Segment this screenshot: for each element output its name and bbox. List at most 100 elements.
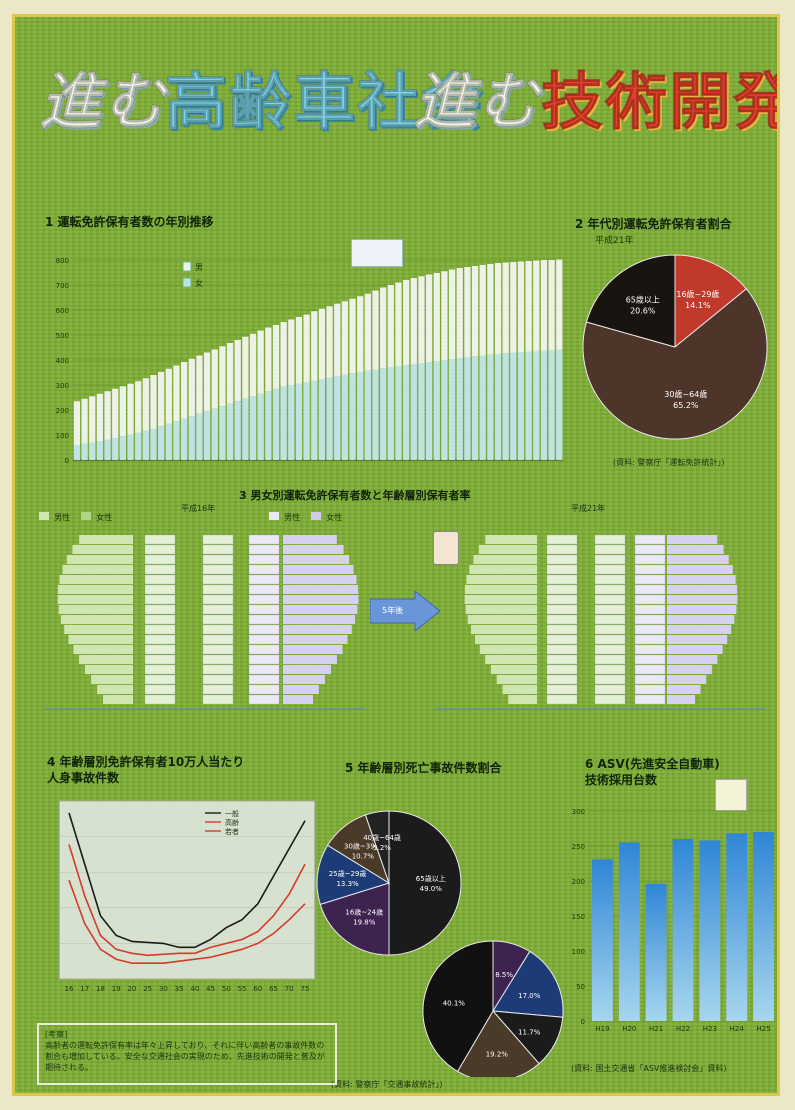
- pyramid-table-cell: [144, 604, 176, 615]
- pyramid-bar: [464, 585, 537, 594]
- chart1-bar-female: [112, 438, 119, 460]
- chart1-bar-male: [425, 274, 433, 362]
- chart1-bar-male: [188, 358, 195, 417]
- pyramid-table-cell: [594, 694, 626, 705]
- pie3-value: 11.7%: [518, 1028, 541, 1036]
- chart1-bar-male: [403, 280, 410, 365]
- pyramid-table-cell: [546, 614, 578, 625]
- chart4-xtick: 65: [269, 985, 278, 993]
- chart6-bar: [726, 833, 748, 1021]
- chart1-bar-female: [548, 350, 555, 460]
- pie1-svg: 16歳~29歳 14.1% 30歳~64歳 65.2% 65歳以上 20.6%: [582, 254, 768, 440]
- pyramid-table-cell: [594, 564, 626, 575]
- pyramid-bar: [466, 575, 537, 584]
- chart1-bar-male: [471, 266, 479, 357]
- pyramid-bar: [97, 685, 133, 694]
- legend-female-label: 女性: [96, 513, 113, 522]
- chart1-bar-female: [257, 393, 264, 460]
- pyramid-bar: [283, 635, 348, 644]
- pyramid-table-cell: [546, 574, 578, 585]
- pyramid-bar: [478, 545, 537, 554]
- chart1-bar-female: [441, 360, 448, 460]
- pyramid-table-cell: [202, 544, 234, 555]
- chart4-xtick: 45: [206, 985, 215, 993]
- chart1-bar-male: [150, 375, 157, 429]
- chart1-bar-female: [150, 428, 157, 460]
- pyramid-bar: [667, 685, 701, 694]
- pyramid-table-cell: [634, 674, 666, 685]
- chart1-ytick: 800: [56, 257, 69, 265]
- chart1-bar-male: [318, 308, 326, 379]
- chart1-bar-male: [96, 393, 104, 441]
- chart1-bar-male: [364, 293, 371, 371]
- pyramid-bar: [667, 555, 729, 564]
- chart1-bar-female: [326, 377, 333, 460]
- pyramid-bar: [667, 695, 695, 704]
- chart1-bar-female: [471, 356, 479, 460]
- pyramid-table-cell: [202, 624, 234, 635]
- pyramid-table-cell: [144, 654, 176, 665]
- section6-title-line2: 技術採用台数: [585, 773, 658, 787]
- pyramid-right-year: 平成21年: [571, 504, 606, 513]
- chart1-bar-female: [525, 351, 532, 460]
- pyramid-bar: [283, 555, 350, 564]
- chart1-bar-male: [464, 267, 471, 357]
- chart4-xtick: 30: [159, 985, 168, 993]
- chart1-bar-female: [180, 418, 188, 460]
- pyramid-table-cell: [546, 544, 578, 555]
- pyramid-bar: [283, 605, 358, 614]
- pyramid-bar: [667, 605, 737, 614]
- pyramid-table-cell: [634, 644, 666, 655]
- pyramid-bar: [283, 655, 337, 664]
- section5-title: 5 年齢層別死亡事故件数割合: [345, 761, 502, 775]
- pyramid-bar: [469, 565, 537, 574]
- pie1-slice: [585, 254, 676, 348]
- pyramid-bar: [68, 635, 133, 644]
- chart1-bar-male: [127, 383, 134, 435]
- chart1-bar-female: [433, 361, 440, 460]
- chart6-bar: [592, 859, 613, 1021]
- chart1-bar-female: [203, 411, 211, 460]
- legend-male-label-2: 男性: [284, 513, 301, 522]
- chart1-bar-male: [288, 319, 295, 385]
- chart1-bar-female: [142, 430, 149, 460]
- chart1-ytick: 0: [65, 457, 69, 465]
- pyramid-bar: [59, 575, 134, 584]
- chart6-xtick: H22: [676, 1025, 690, 1033]
- chart1-bar-female: [119, 436, 126, 460]
- pyramid-bar: [79, 655, 133, 664]
- pyramid-arrow: 5年後: [369, 589, 441, 633]
- pyramid-table-cell: [634, 634, 666, 645]
- pyramid-bar: [103, 695, 133, 704]
- section4-title-line1: 4 年齢層別免許保有者10万人当たり: [47, 755, 245, 769]
- pyramid-table-cell: [594, 684, 626, 695]
- pyramid-bar: [470, 625, 537, 634]
- chart1-bar-female: [73, 445, 81, 460]
- pyramid-bar: [667, 545, 724, 554]
- chart1-bar-female: [104, 439, 111, 460]
- chart1-legend-swatch: [182, 261, 192, 272]
- chart1-bar-male: [226, 343, 234, 404]
- pyramid-table-cell: [202, 594, 234, 605]
- pyramid-table-cell: [202, 604, 234, 615]
- chart1-bar-female: [165, 423, 172, 460]
- chart6-xtick: H19: [595, 1025, 609, 1033]
- chart1-ytick: 600: [56, 307, 69, 315]
- pyramid-table-cell: [546, 644, 578, 655]
- chart1-bar-male: [395, 282, 402, 366]
- pyramid-table-cell: [546, 594, 578, 605]
- chart1-bar-male: [249, 333, 257, 397]
- pie3-value: 8.5%: [495, 971, 513, 979]
- pie1-label: 16歳~29歳: [676, 289, 719, 299]
- pyramid-bar: [283, 665, 332, 674]
- pyramid-legend-right: 男性 女性: [269, 505, 342, 524]
- poster: 進む 高齢車社会 進む 技術開発 1 運転免許保有者数の年別推移 0 100 200…: [12, 14, 780, 1096]
- pyramid-table-cell: [634, 564, 666, 575]
- pyramid-table-cell: [546, 664, 578, 675]
- pyramid-table-cell: [594, 584, 626, 595]
- pyramid-bar: [283, 595, 359, 604]
- pie2-label: 30歳~39歳: [344, 841, 382, 850]
- chart6-xtick: H25: [756, 1025, 770, 1033]
- pyramid-table-cell: [248, 664, 280, 675]
- pyramid-table-cell: [144, 664, 176, 675]
